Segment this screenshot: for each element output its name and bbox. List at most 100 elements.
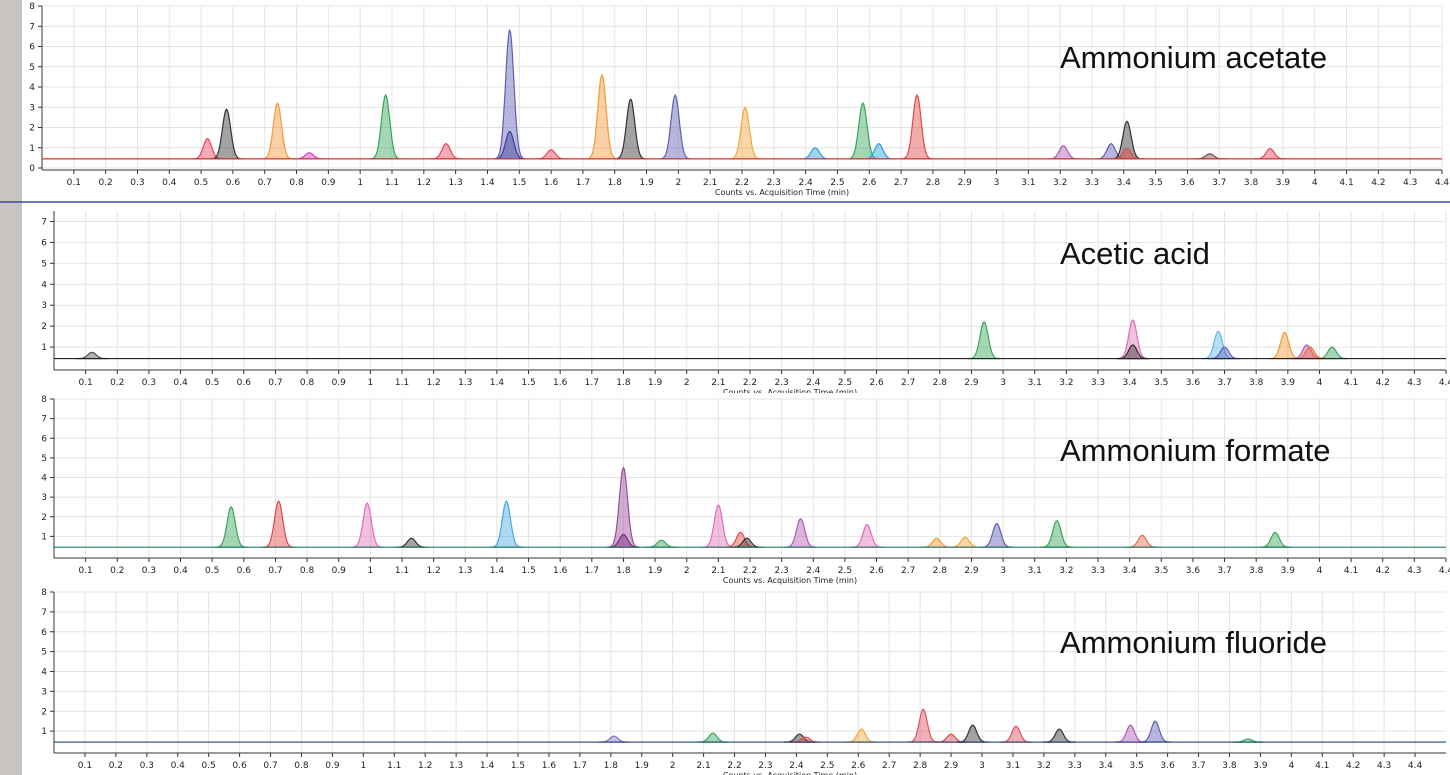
x-tick-label: 1.7	[585, 566, 599, 576]
panel-title: Ammonium acetate	[1060, 40, 1328, 75]
x-tick-label: 3.2	[1059, 378, 1073, 388]
peak-6	[907, 708, 940, 743]
grid	[42, 5, 1443, 169]
peak-2	[696, 732, 730, 743]
x-tick-label: 4.4	[1408, 761, 1423, 771]
x-tick-label: 4.2	[1371, 178, 1385, 188]
y-tick-label: 2	[29, 124, 35, 134]
peak-22	[1193, 153, 1227, 160]
y-tick-label: 1	[41, 343, 47, 353]
peak-11	[1114, 724, 1147, 743]
x-tick-label: 3.4	[1122, 566, 1137, 576]
x-tick-label: 2.5	[838, 566, 852, 576]
x-tick-label: 4.2	[1346, 761, 1360, 771]
x-tick-label: 2.2	[727, 761, 741, 771]
x-tick-label: 2.1	[711, 566, 725, 576]
peak-15	[846, 102, 880, 160]
x-tick-label: 3.5	[1154, 566, 1168, 576]
chromatogram-panel-4: 1 2 3 4 5 6 7 8 0.1 0.2 0.3 0.4 0.5 0.6 0.7 0.8 0.9 1 1.1 1…	[0, 587, 1450, 775]
x-tick-label: 1.6	[553, 378, 568, 388]
x-axis-label: Counts vs. Acquisition Time (min)	[723, 388, 857, 393]
grid	[54, 211, 1447, 368]
x-tick-label: 1.6	[544, 178, 559, 188]
y-tick-label: 8	[29, 2, 35, 12]
x-tick-label: 2.1	[696, 761, 710, 771]
peak-8	[645, 539, 678, 548]
x-tick-label: 3	[994, 178, 1000, 188]
x-tick-label: 3.5	[1148, 178, 1162, 188]
x-tick-label: 0.1	[78, 761, 92, 771]
x-tick-label: 2.7	[894, 178, 908, 188]
x-tick-label: 2.7	[901, 566, 915, 576]
y-tick-label: 6	[41, 628, 47, 638]
x-tick-label: 1	[367, 566, 373, 576]
x-tick-label: 3.7	[1212, 178, 1226, 188]
x-tick-label: 2	[684, 378, 690, 388]
panel-title: Ammonium formate	[1060, 433, 1331, 468]
x-tick-label: 4.2	[1376, 566, 1390, 576]
grid	[54, 398, 1447, 556]
peak-9	[1315, 346, 1349, 360]
x-tick-label: 1.4	[490, 378, 505, 388]
x-tick-label: 3.8	[1222, 761, 1237, 771]
x-tick-label: 0.8	[294, 761, 309, 771]
panel-title: Ammonium fluoride	[1060, 625, 1328, 660]
peak-5	[489, 500, 523, 548]
x-tick-label: 2.1	[703, 178, 717, 188]
peak-1	[75, 351, 109, 360]
x-tick-label: 0.5	[205, 378, 219, 388]
chromatogram-panel-2: 1 2 3 4 5 6 7 0.1 0.2 0.3 0.4 0.5 0.6 0.7 0.8 0.9 1 1.1 1.…	[0, 203, 1450, 393]
y-tick-label: 3	[41, 493, 47, 503]
y-tick-label: 6	[29, 43, 35, 53]
y-tick-label: 3	[41, 301, 47, 311]
axes	[53, 592, 1446, 754]
peak-12	[784, 517, 818, 548]
x-tick-label: 3	[1000, 378, 1006, 388]
x-tick-label: 2.6	[851, 761, 866, 771]
y-tick-label: 2	[41, 322, 47, 332]
x-tick-label: 0.7	[268, 566, 282, 576]
x-tick-label: 3	[1000, 566, 1006, 576]
x-tick-label: 1.2	[426, 378, 440, 388]
x-tick-label: 0.7	[258, 178, 272, 188]
x-tick-label: 4.1	[1339, 178, 1353, 188]
x-tick-label: 1.8	[616, 566, 631, 576]
x-tick-label: 4.1	[1344, 378, 1358, 388]
y-tick-label: 8	[41, 395, 47, 405]
y-tick-label: 7	[41, 608, 47, 618]
x-tick-label: 0.4	[162, 178, 177, 188]
x-tick-label: 4	[1317, 566, 1323, 576]
x-axis-label: Counts vs. Acquisition Time (min)	[723, 576, 857, 585]
x-tick-label: 2.5	[820, 761, 834, 771]
x-tick-label: 1.9	[648, 378, 663, 388]
x-tick-label: 3.9	[1276, 178, 1291, 188]
x-tick-label: 3.7	[1191, 761, 1205, 771]
y-tick-label: 0	[29, 164, 35, 174]
peak-23	[1253, 148, 1287, 160]
y-tick-label: 5	[29, 63, 35, 73]
y-tick-label: 4	[41, 280, 47, 290]
y-tick-label: 6	[41, 434, 47, 444]
x-tick-label: 2.9	[958, 178, 973, 188]
x-tick-label: 2.8	[913, 761, 928, 771]
x-tick-label: 2.2	[743, 378, 757, 388]
x-tick-label: 3.1	[1028, 378, 1042, 388]
x-tick-label: 1.1	[387, 761, 401, 771]
y-tick-label: 5	[41, 648, 47, 658]
x-tick-label: 0.4	[173, 378, 188, 388]
x-tick-label: 4.3	[1407, 566, 1421, 576]
peak-19	[1258, 531, 1292, 548]
x-tick-label: 0.9	[321, 178, 336, 188]
x-tick-label: 1.8	[608, 178, 623, 188]
x-tick-label: 1.5	[511, 761, 525, 771]
peaks	[597, 708, 1265, 743]
x-tick-label: 0.3	[142, 566, 156, 576]
x-tick-label: 1	[367, 378, 373, 388]
x-tick-label: 1.5	[521, 566, 535, 576]
x-tick-label: 0.8	[300, 566, 315, 576]
x-tick-label: 3.3	[1085, 178, 1099, 188]
x-tick-label: 3.2	[1037, 761, 1051, 771]
peak-1	[597, 735, 630, 743]
x-tick-label: 2.6	[862, 178, 877, 188]
x-tick-label: 0.1	[67, 178, 81, 188]
